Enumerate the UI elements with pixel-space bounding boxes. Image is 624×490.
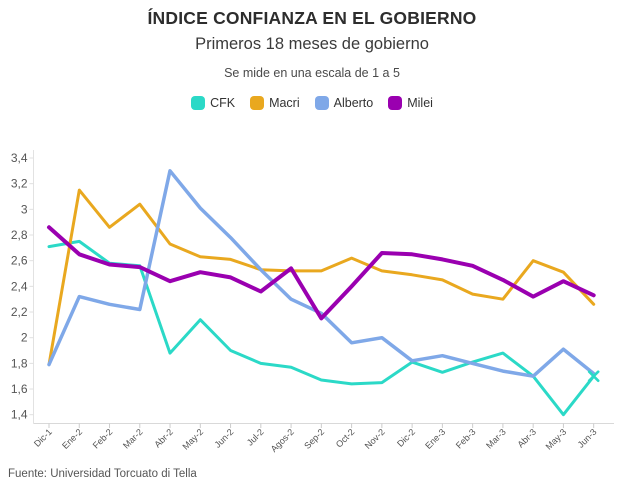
- y-tick-label: 3: [21, 202, 28, 216]
- scale-note: Se mide en una escala de 1 a 5: [224, 66, 400, 80]
- series-line-milei: [47, 225, 596, 321]
- x-tick-label: Ene-3: [423, 427, 447, 451]
- y-tick-label: 1,8: [11, 356, 28, 370]
- x-tick-label: Dic-2: [395, 427, 417, 449]
- series-end-marker-x: [587, 370, 600, 382]
- legend-swatch-alberto: [314, 96, 329, 110]
- legend-item-alberto[interactable]: Alberto: [314, 96, 374, 110]
- y-tick-label: 3,2: [11, 177, 28, 191]
- x-tick-label: Oct-2: [334, 427, 357, 450]
- y-tick-label: 1,6: [11, 382, 28, 396]
- x-tick-label: Jun-2: [212, 427, 235, 450]
- x-tick-label: Nov-2: [363, 427, 387, 451]
- header: ÍNDICE CONFIANZA EN EL GOBIERNO Primeros…: [0, 8, 624, 110]
- legend-swatch-milei: [388, 96, 403, 110]
- x-tick-label: Feb-2: [91, 427, 115, 451]
- legend-label: Milei: [407, 96, 433, 110]
- legend-label: Alberto: [333, 96, 374, 110]
- y-tick-label: 2: [21, 331, 28, 345]
- y-tick-label: 2,8: [11, 228, 28, 242]
- y-tick-label: 2,4: [11, 279, 28, 293]
- y-tick-label: 1,4: [11, 408, 28, 422]
- legend-item-milei[interactable]: Milei: [388, 96, 433, 110]
- y-tick-label: 2,2: [11, 305, 28, 319]
- x-tick-label: Feb-3: [454, 427, 478, 451]
- x-tick-label: May-2: [180, 427, 205, 452]
- series-line-alberto: [47, 169, 596, 378]
- x-tick-label: Dic-1: [32, 427, 54, 449]
- legend-swatch-cfk: [191, 96, 206, 110]
- x-tick-label: Agos-2: [269, 427, 296, 454]
- legend-label: CFK: [210, 96, 236, 110]
- page-subtitle: Primeros 18 meses de gobierno: [195, 35, 429, 53]
- legend: CFK Macri Alberto Milei: [0, 96, 624, 110]
- page-title: ÍNDICE CONFIANZA EN EL GOBIERNO: [147, 8, 477, 28]
- x-tick-label: May-3: [544, 427, 569, 452]
- x-tick-label: Mar-3: [484, 427, 508, 451]
- legend-label: Macri: [269, 96, 300, 110]
- legend-item-cfk[interactable]: CFK: [191, 96, 235, 110]
- x-tick-label: Abr-3: [515, 427, 538, 450]
- x-tick-label: Sep-2: [302, 427, 326, 451]
- legend-item-macri[interactable]: Macri: [250, 96, 300, 110]
- legend-swatch-macri: [250, 96, 265, 110]
- x-tick-label: Mar-2: [121, 427, 145, 451]
- y-tick-label: 3,4: [11, 151, 28, 165]
- x-tick-label: Jul-2: [245, 427, 266, 448]
- footer-source: Fuente: Universidad Torcuato di Tella: [8, 468, 197, 480]
- x-tick-label: Abr-2: [152, 427, 175, 450]
- series-line-macri: [47, 188, 596, 367]
- y-tick-label: 2,6: [11, 254, 28, 268]
- x-tick-label: Jun-3: [576, 427, 599, 450]
- x-tick-label: Ene-2: [60, 427, 84, 451]
